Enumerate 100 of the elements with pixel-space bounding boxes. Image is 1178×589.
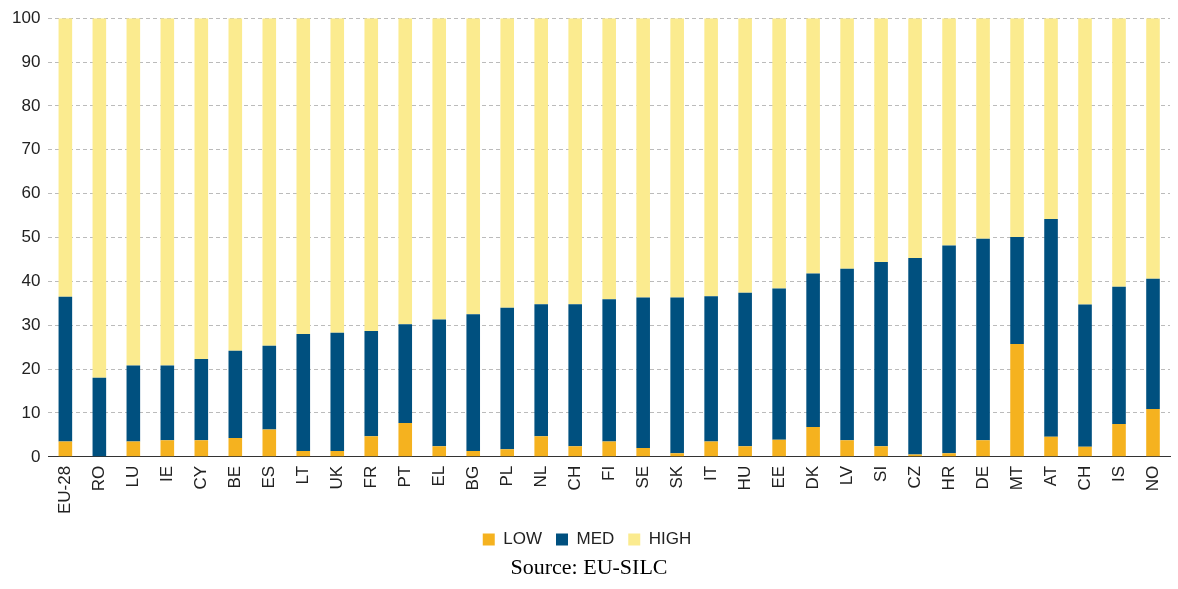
- bar: [806, 273, 820, 427]
- bar: [1010, 18, 1024, 238]
- bar: [58, 441, 73, 457]
- x-tick-label: RO: [89, 465, 109, 492]
- bar: [398, 324, 413, 424]
- bar: [500, 18, 515, 308]
- x-tick-label: PL: [496, 465, 516, 487]
- x-tick-label: BG: [462, 465, 482, 491]
- bar: [1078, 304, 1092, 447]
- bar: [806, 18, 820, 274]
- bar: [568, 18, 582, 305]
- y-tick-label: 30: [21, 314, 41, 334]
- bar: [670, 18, 684, 298]
- bar: [840, 268, 854, 441]
- x-tick-label: NO: [1142, 465, 1162, 492]
- bar: [1146, 278, 1160, 410]
- y-tick-label: 80: [21, 95, 41, 115]
- bar: [1146, 18, 1160, 279]
- bar: [976, 440, 990, 457]
- legend-label: HIGH: [648, 529, 692, 549]
- bar: [1112, 423, 1126, 457]
- bar: [738, 446, 752, 457]
- bar: [976, 18, 990, 239]
- x-tick-label: CH: [564, 465, 584, 491]
- bar: [1146, 409, 1160, 457]
- bar: [602, 18, 616, 300]
- bar: [840, 18, 854, 269]
- bar: [92, 377, 107, 457]
- bar: [636, 448, 650, 457]
- bar: [364, 436, 379, 457]
- x-tick-label: LV: [836, 465, 856, 486]
- bar: [942, 18, 956, 246]
- bar: [262, 345, 277, 430]
- bar: [58, 296, 73, 442]
- x-tick-label: UK: [326, 465, 346, 490]
- x-tick-label: IE: [157, 465, 177, 482]
- bar: [364, 18, 379, 331]
- bar: [296, 451, 311, 457]
- bar: [432, 319, 447, 447]
- bar: [398, 18, 413, 325]
- bar: [874, 18, 888, 263]
- bar: [1044, 219, 1058, 437]
- bar: [636, 297, 650, 449]
- x-tick-label: SE: [632, 465, 652, 489]
- bar: [908, 258, 922, 455]
- bar: [534, 436, 548, 457]
- y-tick-label: 40: [21, 271, 41, 291]
- bar: [330, 18, 345, 333]
- bar: [194, 359, 209, 441]
- bar: [1112, 286, 1126, 424]
- bar: [942, 245, 956, 454]
- bar: [126, 18, 141, 366]
- x-tick-label: FR: [360, 465, 380, 489]
- bar: [704, 441, 718, 457]
- bar: [636, 18, 650, 298]
- y-tick-label: 50: [21, 227, 41, 247]
- legend-label: MED: [576, 529, 615, 549]
- bar: [534, 18, 548, 305]
- x-tick-label: CZ: [904, 465, 924, 489]
- x-tick-label: EE: [768, 465, 788, 489]
- bar: [772, 288, 786, 440]
- bar: [772, 18, 786, 289]
- bar: [364, 330, 379, 437]
- bar: [704, 18, 718, 297]
- x-tick-label: CH: [1074, 465, 1094, 491]
- bar: [296, 18, 311, 334]
- bar: [262, 18, 277, 346]
- bar: [160, 18, 175, 366]
- bar: [466, 18, 481, 315]
- bar: [908, 18, 922, 259]
- bar: [160, 440, 175, 457]
- y-tick-label: 60: [21, 183, 41, 203]
- bar: [194, 440, 209, 457]
- bar: [942, 453, 956, 457]
- x-tick-label: DK: [802, 465, 822, 490]
- bar: [568, 304, 582, 447]
- bar: [500, 307, 515, 450]
- bar: [806, 426, 820, 457]
- x-tick-label: SI: [870, 465, 890, 482]
- y-tick-label: 90: [21, 51, 41, 71]
- x-tick-label: PT: [394, 465, 414, 488]
- bar: [1078, 446, 1092, 457]
- x-tick-label: EU-28: [55, 465, 75, 514]
- x-tick-label: EL: [428, 465, 448, 487]
- bar: [398, 423, 413, 457]
- bar: [874, 446, 888, 457]
- bar: [602, 299, 616, 442]
- y-tick-label: 10: [21, 402, 41, 422]
- bar: [126, 441, 141, 457]
- y-tick-label: 0: [30, 446, 41, 466]
- y-tick-label: 100: [11, 7, 41, 27]
- y-tick-label: 20: [21, 358, 41, 378]
- bar: [534, 304, 548, 437]
- bar: [194, 18, 209, 359]
- x-tick-label: SK: [666, 465, 686, 489]
- bar: [296, 334, 311, 452]
- x-tick-label: NL: [530, 465, 550, 488]
- bar: [1078, 18, 1092, 305]
- x-tick-label: MT: [1006, 465, 1026, 491]
- bar: [92, 18, 107, 378]
